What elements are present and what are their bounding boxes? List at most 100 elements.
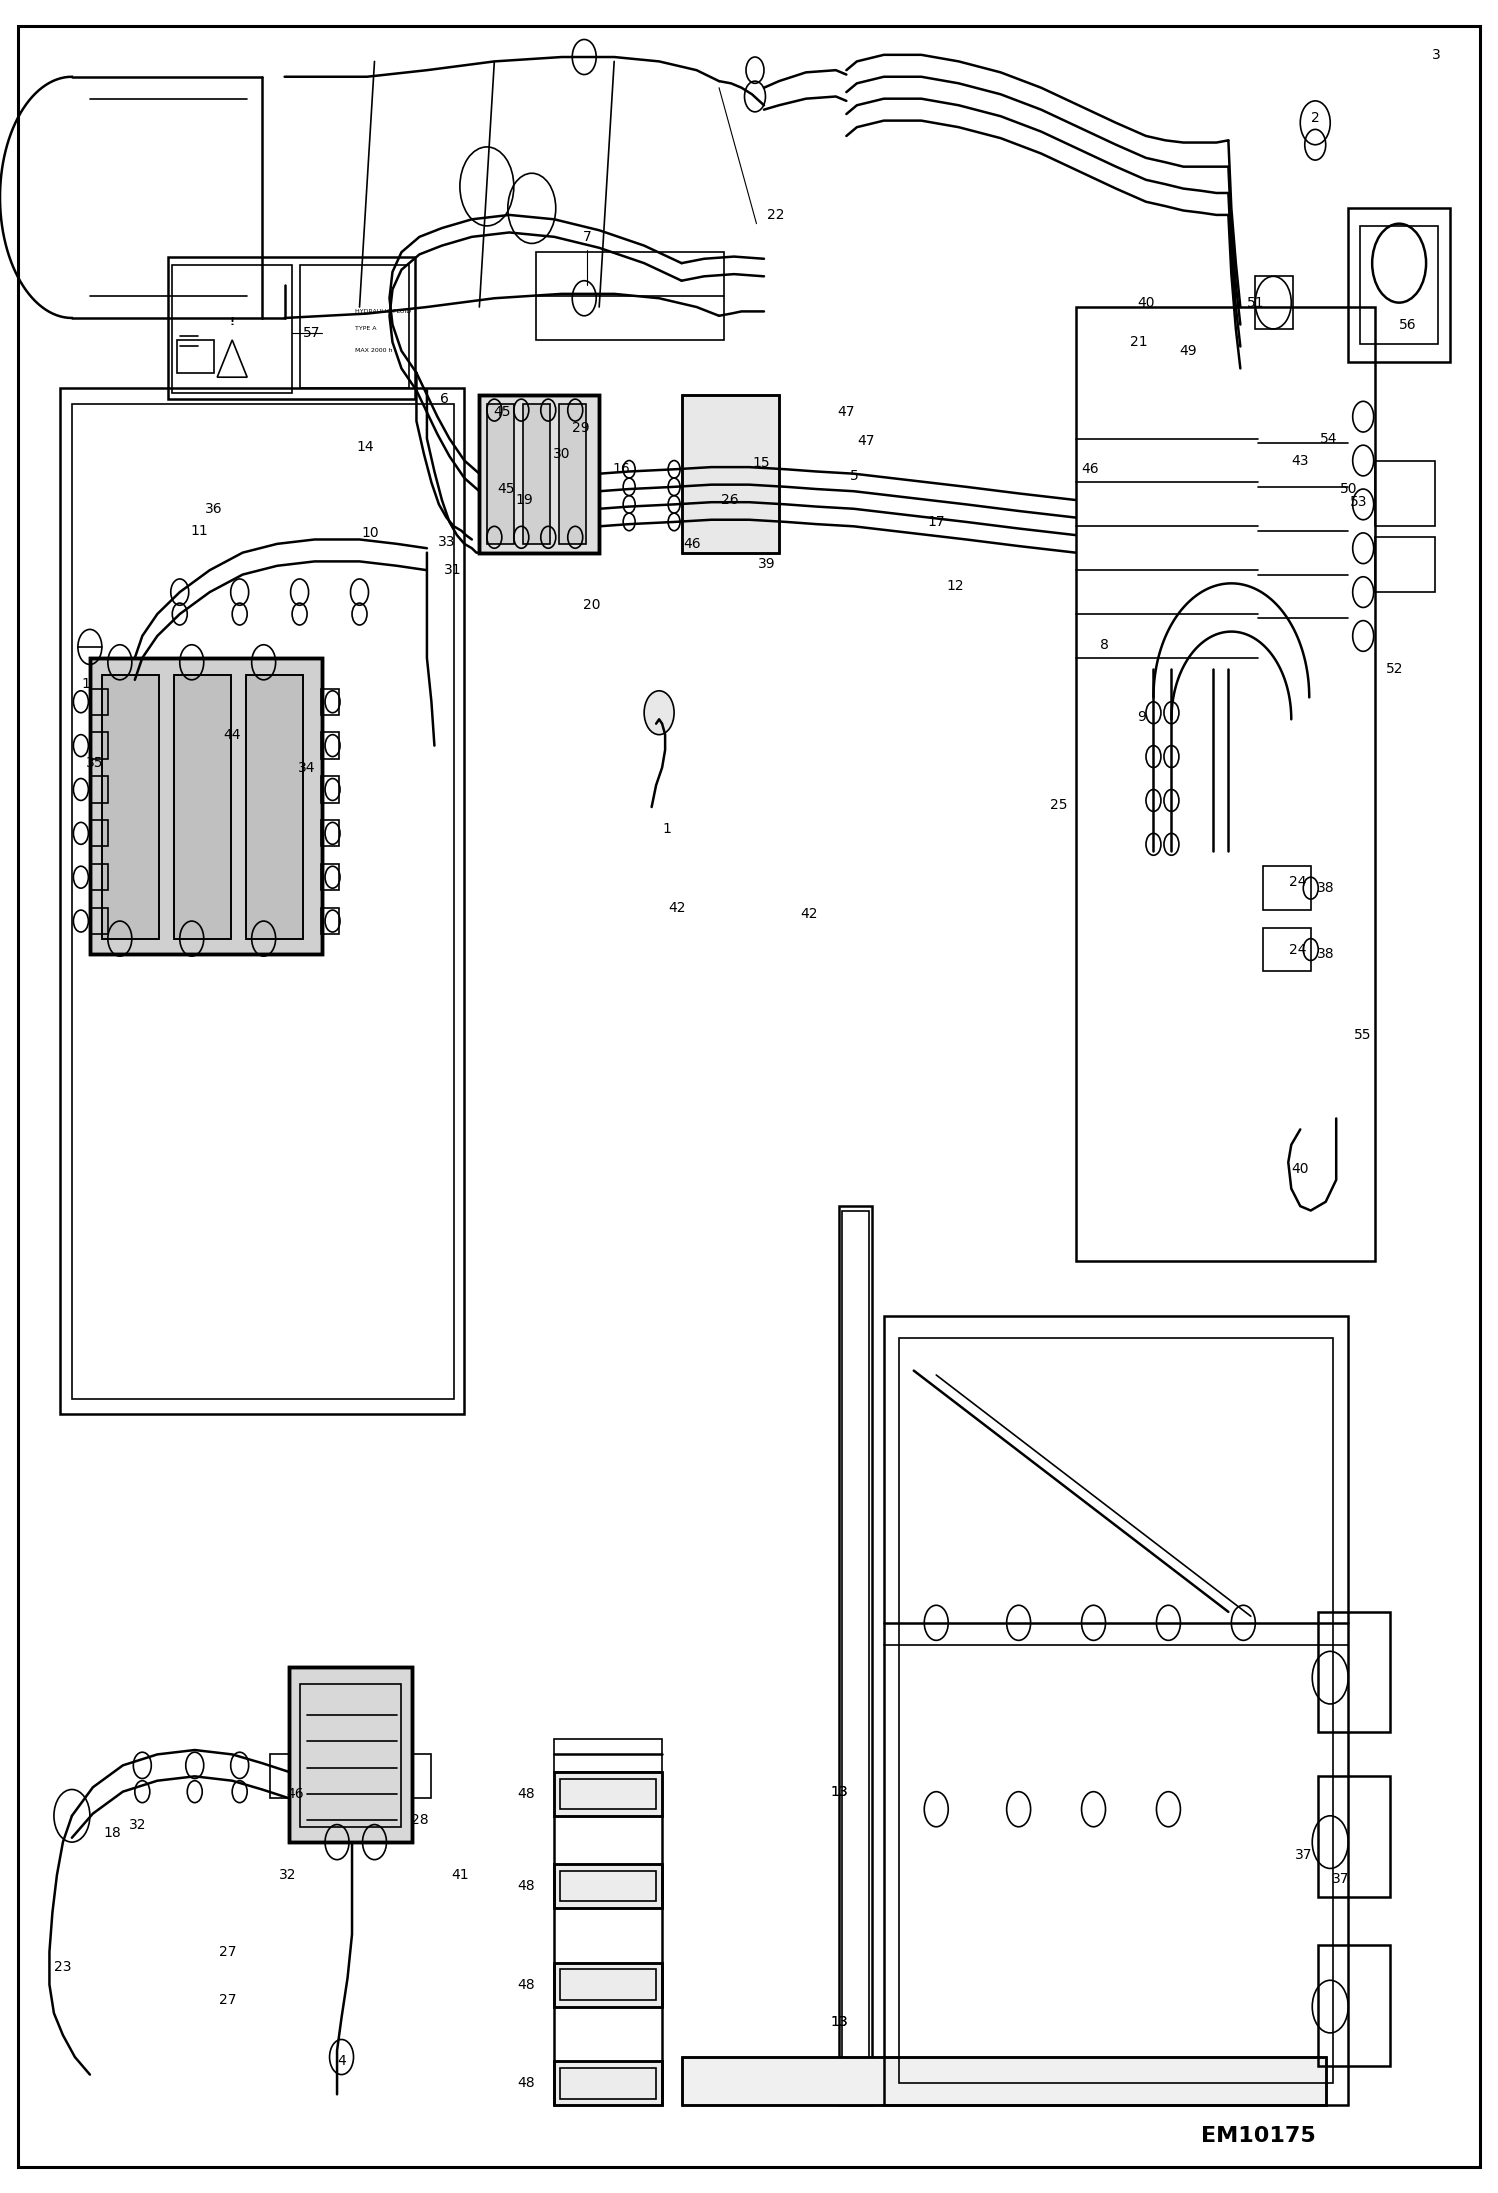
Text: 39: 39	[758, 557, 776, 570]
Bar	[554, 1864, 662, 1908]
Text: 13: 13	[830, 2015, 848, 2029]
Text: 44: 44	[223, 728, 241, 741]
Text: 7: 7	[583, 230, 592, 243]
Text: 18: 18	[103, 1827, 121, 1840]
Text: 51: 51	[1246, 296, 1264, 309]
Text: 31: 31	[443, 564, 461, 577]
Bar	[1360, 226, 1438, 344]
Text: 36: 36	[205, 502, 223, 515]
Bar	[554, 1963, 662, 2007]
Text: 48: 48	[517, 1787, 535, 1800]
Text: 10: 10	[361, 526, 379, 539]
Bar	[289, 1667, 412, 1842]
Text: 46: 46	[683, 537, 701, 550]
Bar	[479, 395, 599, 553]
Bar	[560, 1779, 656, 1809]
Bar	[289, 1667, 412, 1842]
Text: 9: 9	[1137, 711, 1146, 724]
Text: 46: 46	[286, 1787, 304, 1800]
Text: 38: 38	[1317, 947, 1335, 961]
Text: EM10175: EM10175	[1201, 2125, 1315, 2147]
Bar	[321, 689, 339, 715]
Bar	[523, 404, 550, 544]
Bar	[90, 689, 108, 715]
Text: 22: 22	[767, 208, 785, 221]
Text: 27: 27	[219, 1993, 237, 2007]
Text: 47: 47	[837, 406, 855, 419]
Bar	[321, 908, 339, 934]
Bar	[554, 2061, 662, 2105]
Bar	[300, 265, 409, 388]
Text: 38: 38	[1317, 882, 1335, 895]
Text: 40: 40	[1137, 296, 1155, 309]
Bar	[1348, 208, 1450, 362]
Bar	[899, 1338, 1333, 2083]
Bar	[102, 675, 159, 939]
Text: !: !	[229, 318, 235, 327]
Text: 2: 2	[1311, 112, 1320, 125]
Bar	[90, 908, 108, 934]
Text: 56: 56	[1399, 318, 1417, 331]
Text: 53: 53	[1350, 496, 1368, 509]
Bar	[90, 776, 108, 803]
Text: 11: 11	[190, 524, 208, 537]
Text: 5: 5	[849, 469, 858, 482]
Text: 24: 24	[1288, 943, 1306, 956]
Bar	[554, 1963, 662, 2007]
Bar	[90, 732, 108, 759]
Bar	[90, 658, 322, 954]
Bar	[60, 388, 464, 1414]
Bar	[321, 864, 339, 890]
Bar	[554, 1739, 662, 1772]
Text: 30: 30	[553, 447, 571, 461]
Bar	[682, 395, 779, 553]
Text: 8: 8	[1100, 638, 1109, 651]
Text: 13: 13	[830, 1785, 848, 1798]
Text: 15: 15	[752, 456, 770, 469]
Text: 52: 52	[1386, 662, 1404, 675]
Bar	[90, 658, 322, 954]
Bar	[560, 2068, 656, 2099]
Text: 21: 21	[1129, 336, 1147, 349]
Bar	[321, 732, 339, 759]
Text: 12: 12	[947, 579, 965, 592]
Bar	[72, 404, 454, 1399]
Bar	[174, 675, 231, 939]
Text: 47: 47	[857, 434, 875, 447]
Bar	[174, 675, 231, 939]
Text: 55: 55	[1354, 1029, 1372, 1042]
Text: 23: 23	[54, 1961, 72, 1974]
Text: 24: 24	[1288, 875, 1306, 888]
Text: 41: 41	[451, 1868, 469, 1882]
Bar	[177, 340, 214, 373]
Text: 48: 48	[517, 2077, 535, 2090]
Text: 37: 37	[1294, 1849, 1312, 1862]
Text: 40: 40	[1291, 1162, 1309, 1175]
Text: 43: 43	[1291, 454, 1309, 467]
Bar	[1263, 928, 1311, 971]
Text: 32: 32	[129, 1818, 147, 1831]
Text: 33: 33	[437, 535, 455, 548]
Text: 25: 25	[1050, 798, 1068, 811]
Bar	[1318, 1776, 1390, 1897]
Text: 54: 54	[1320, 432, 1338, 445]
Bar	[839, 1206, 872, 2105]
Bar	[560, 1969, 656, 2000]
Bar	[554, 1864, 662, 1908]
Bar	[246, 675, 303, 939]
Bar	[842, 1211, 869, 2101]
Text: 42: 42	[668, 901, 686, 914]
Text: 13: 13	[830, 1785, 848, 1798]
Bar	[1318, 1612, 1390, 1732]
Text: 27: 27	[219, 1945, 237, 1958]
Text: 32: 32	[279, 1868, 297, 1882]
Bar	[321, 776, 339, 803]
Text: 45: 45	[493, 406, 511, 419]
Text: 16: 16	[613, 463, 631, 476]
Text: 46: 46	[1082, 463, 1100, 476]
Text: 28: 28	[410, 1814, 428, 1827]
Text: 4: 4	[337, 2055, 346, 2068]
Text: 17: 17	[927, 515, 945, 529]
Bar	[554, 2061, 662, 2105]
Text: 49: 49	[1179, 344, 1197, 357]
